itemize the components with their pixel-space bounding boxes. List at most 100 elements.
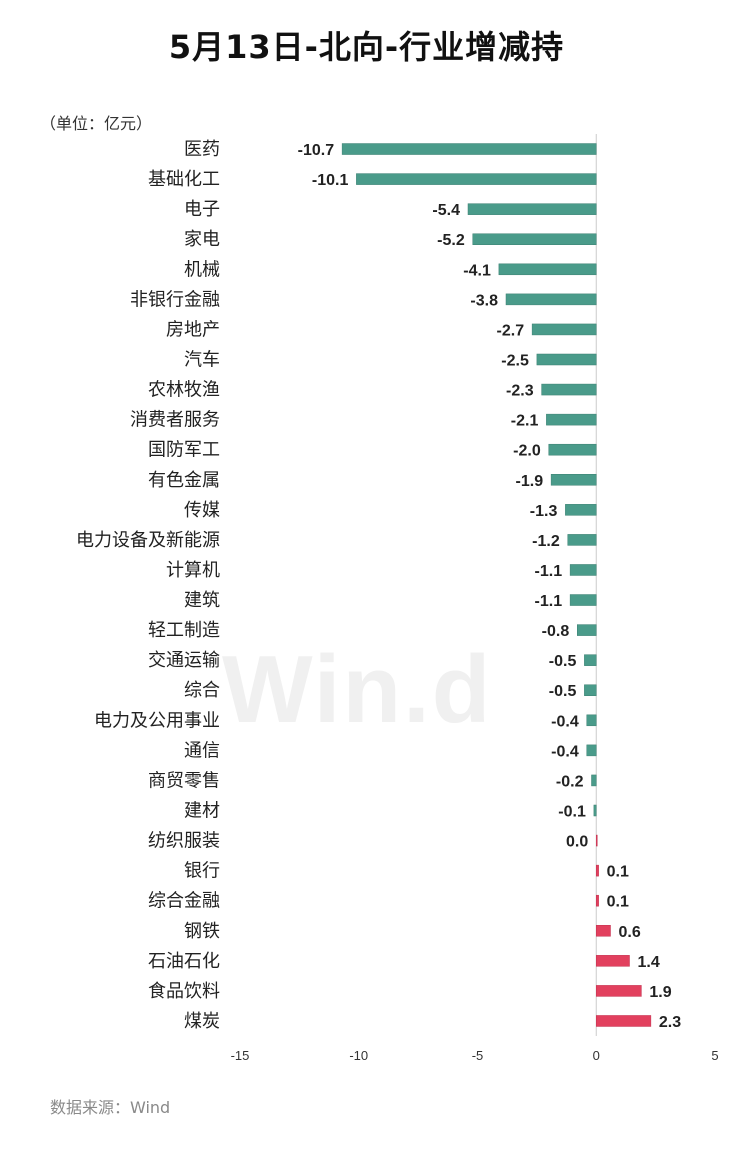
data-label: -0.2: [556, 773, 584, 790]
data-label: -1.2: [532, 533, 560, 550]
data-label: 0.1: [607, 864, 629, 881]
category-label: 纺织服装: [148, 831, 220, 852]
bar: [596, 1015, 652, 1027]
bar: [586, 714, 597, 727]
bar: [586, 744, 597, 757]
data-label: -0.5: [549, 683, 577, 700]
bar: [546, 413, 597, 426]
bar: [536, 353, 597, 366]
bar: [356, 173, 597, 185]
data-label: -1.9: [516, 473, 544, 490]
category-label: 农林牧渔: [148, 380, 220, 401]
bar: [498, 263, 597, 276]
data-label: -0.4: [551, 743, 579, 760]
x-tick-label: 0: [593, 1048, 600, 1063]
bar: [596, 894, 599, 907]
bar: [596, 864, 599, 877]
data-label: -4.1: [463, 262, 491, 279]
chart-title: 5月13日-北向-行业增减持: [168, 28, 565, 66]
category-label: 综合: [184, 680, 220, 701]
bar: [577, 624, 597, 636]
bar: [584, 654, 597, 666]
data-label: 1.4: [638, 954, 660, 971]
data-label: 1.9: [649, 984, 671, 1001]
category-label: 综合金融: [148, 891, 220, 912]
data-label: 0.0: [566, 834, 588, 851]
x-tick-label: -15: [231, 1048, 250, 1063]
category-label: 机械: [184, 259, 220, 280]
bar: [584, 684, 597, 696]
category-label: 房地产: [166, 319, 220, 340]
bar: [596, 985, 642, 997]
data-label: -2.7: [497, 322, 525, 339]
category-label: 轻工制造: [148, 620, 220, 641]
bar: [467, 203, 597, 215]
bar: [531, 323, 597, 336]
bar: [567, 534, 597, 546]
source-note: 数据来源：Wind: [50, 1098, 171, 1117]
category-label: 电力设备及新能源: [76, 530, 220, 551]
data-label: -0.1: [558, 804, 586, 821]
category-label: 交通运输: [148, 650, 220, 671]
category-label: 国防军工: [148, 440, 220, 461]
bar: [593, 804, 597, 817]
bar: [505, 293, 597, 306]
bar: [541, 383, 597, 396]
category-label: 钢铁: [184, 921, 220, 942]
category-label: 有色金属: [148, 470, 220, 491]
data-label: -10.1: [312, 172, 349, 189]
unit-label: （单位：亿元）: [40, 114, 153, 133]
category-label: 石油石化: [148, 951, 220, 972]
category-label: 传媒: [184, 500, 220, 521]
bar: [472, 233, 597, 245]
x-tick-label: 5: [711, 1048, 718, 1063]
watermark: Win.d: [222, 636, 493, 743]
category-label: 煤炭: [184, 1011, 220, 1032]
category-label: 计算机: [166, 560, 220, 581]
data-label: -2.1: [511, 413, 539, 430]
data-label: 2.3: [659, 1014, 681, 1031]
data-label: 0.1: [607, 894, 629, 911]
category-label: 非银行金融: [130, 289, 220, 310]
data-label: -0.8: [542, 623, 570, 640]
data-label: -5.4: [432, 202, 460, 219]
data-label: -3.8: [470, 292, 498, 309]
bar: [341, 143, 597, 155]
bar: [565, 504, 597, 516]
category-label: 建筑: [184, 590, 220, 611]
category-label: 电力及公用事业: [94, 710, 220, 731]
x-tick-label: -5: [472, 1048, 484, 1063]
x-tick-label: -10: [349, 1048, 368, 1063]
data-label: -1.1: [535, 563, 563, 580]
category-label: 食品饮料: [148, 981, 220, 1002]
category-label: 银行: [184, 861, 220, 882]
data-label: -2.5: [501, 353, 529, 370]
category-label: 医药: [184, 139, 220, 160]
bar: [596, 925, 611, 937]
data-label: -1.1: [535, 593, 563, 610]
data-label: -2.3: [506, 383, 534, 400]
bar: [548, 443, 597, 456]
bar: [591, 774, 597, 787]
data-label: -0.5: [549, 653, 577, 670]
bar: [596, 955, 630, 967]
category-label: 建材: [184, 801, 220, 822]
bar: [550, 474, 597, 486]
data-label: -2.0: [513, 443, 541, 460]
category-label: 商贸零售: [148, 770, 220, 791]
category-label: 汽车: [184, 350, 220, 371]
data-label: -0.4: [551, 713, 579, 730]
bar: [569, 594, 597, 606]
bar: [569, 564, 597, 576]
category-label: 家电: [184, 229, 220, 250]
category-label: 基础化工: [148, 169, 220, 190]
category-label: 通信: [184, 740, 220, 761]
data-label: -10.7: [298, 142, 335, 159]
bar: [596, 834, 598, 847]
data-label: -5.2: [437, 232, 465, 249]
category-label: 电子: [184, 199, 220, 220]
category-label: 消费者服务: [130, 410, 220, 431]
data-label: 0.6: [619, 924, 641, 941]
data-label: -1.3: [530, 503, 558, 520]
